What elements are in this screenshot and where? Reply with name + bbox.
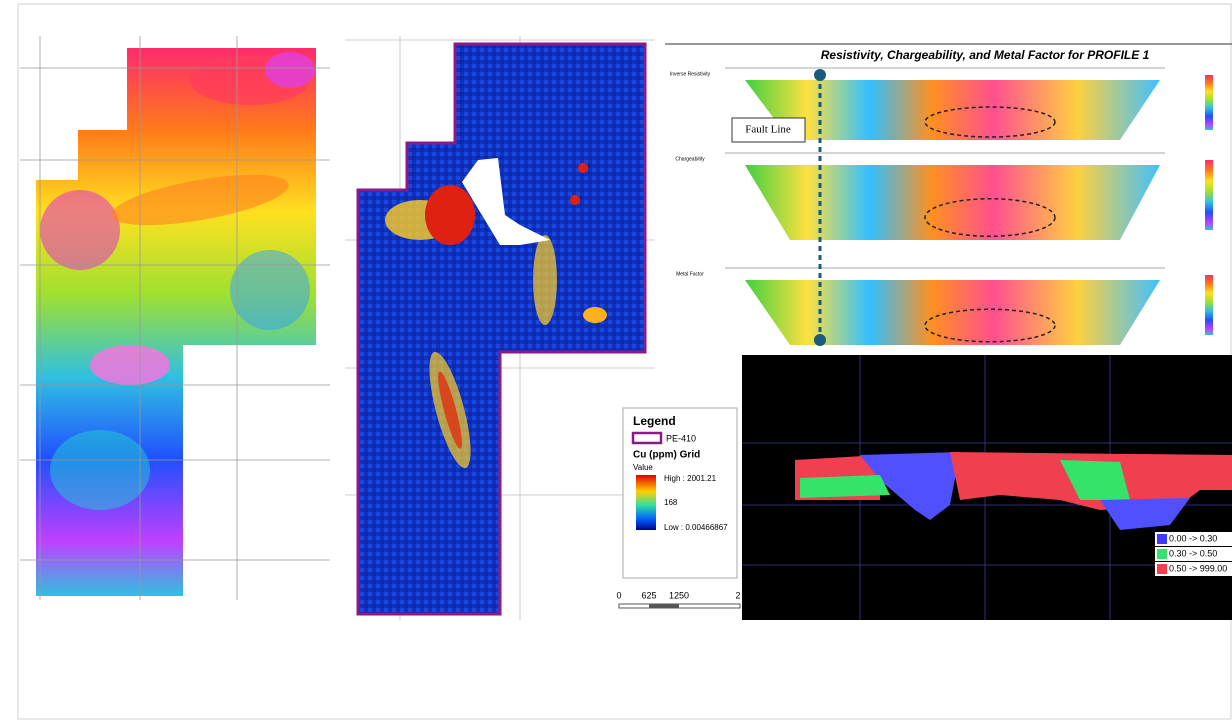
section-label: Metal Factor [676, 271, 704, 277]
legend-item: PE-410 [666, 433, 696, 443]
scale-label: 0 [616, 590, 621, 600]
scale-label: 625 [641, 590, 656, 600]
legend-swatch [1157, 564, 1167, 574]
legend-bg [1155, 562, 1232, 576]
magnetic-map [20, 36, 330, 600]
legend-label: 0.50 -> 999.00 [1169, 563, 1227, 573]
profile-title: Resistivity, Chargeability, and Metal Fa… [821, 48, 1150, 62]
anomaly [924, 308, 1056, 343]
legend-bg [1155, 532, 1232, 546]
section [745, 165, 1160, 240]
cu-grid-map: Legend PE-410 Cu (ppm) Grid Value High :… [345, 36, 741, 620]
legend-item: Cu (ppm) Grid [633, 450, 700, 461]
block-model: 0.00 -> 0.30 0.30 -> 0.50 0.50 -> 999.00 [742, 355, 1232, 620]
legend-item: Value [633, 463, 653, 472]
legend-item: 168 [664, 498, 678, 507]
section-label: Chargeability [675, 156, 705, 162]
legend-swatch [1157, 534, 1167, 544]
colorbar [1205, 275, 1213, 335]
scale-label: 1250 [669, 590, 689, 600]
legend-swatch [1157, 549, 1167, 559]
anomaly [924, 106, 1056, 138]
legend-title: Legend [633, 414, 676, 428]
colorbar [1205, 160, 1213, 230]
legend-item: Low : 0.00466867 [664, 523, 728, 532]
profile-panel: Resistivity, Chargeability, and Metal Fa… [665, 43, 1232, 346]
legend-label: 0.00 -> 0.30 [1169, 533, 1217, 543]
scale-bar: 0 625 1250 2 [616, 590, 741, 609]
anomaly [924, 198, 1056, 237]
legend-label: 0.30 -> 0.50 [1169, 548, 1217, 558]
legend-bg [1155, 547, 1232, 561]
annotation: Fault Line [745, 124, 791, 136]
scale-label: 2 [735, 590, 740, 600]
legend-item: High : 2001.21 [664, 474, 717, 483]
section-label: Inverse Resistivity [670, 71, 711, 77]
colorbar [1205, 75, 1213, 130]
